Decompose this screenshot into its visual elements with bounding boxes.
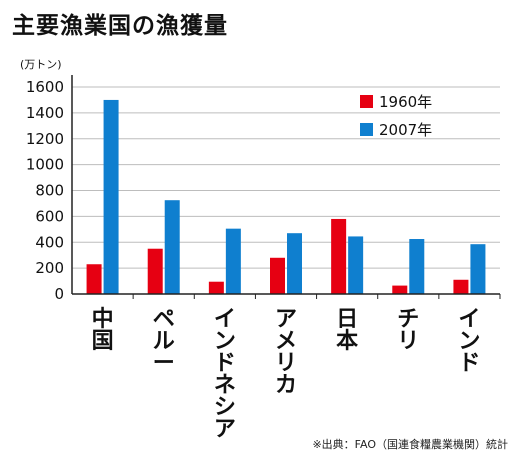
y-tick-label: 200 xyxy=(35,259,64,277)
y-tick-label: 1200 xyxy=(26,130,64,148)
bar-2007-0 xyxy=(103,99,119,294)
y-tick-label: 1000 xyxy=(26,156,64,174)
legend-swatch-0 xyxy=(360,95,373,108)
source-note: ※出典：FAO（国連食糧農業機関）統計 xyxy=(312,438,508,451)
y-tick-label: 400 xyxy=(35,233,64,251)
legend-label-0: 1960年 xyxy=(379,93,432,111)
bar-2007-4 xyxy=(348,236,364,294)
legend: 1960年 2007年 xyxy=(360,93,432,139)
page-title: 主要漁業国の漁獲量 xyxy=(12,13,228,39)
y-tick-label: 800 xyxy=(35,182,64,200)
y-tick-label: 1600 xyxy=(26,78,64,96)
legend-label-1: 2007年 xyxy=(379,121,432,139)
bar-2007-1 xyxy=(164,200,180,294)
bar-1960-6 xyxy=(453,279,469,294)
y-tick-label: 0 xyxy=(54,285,64,303)
y-axis-unit: (万トン) xyxy=(20,58,62,71)
axis-layer: (万トン) 0 200 400 600 800 1000 1200 1400 1600 xyxy=(20,58,501,303)
bar-2007-2 xyxy=(225,228,241,294)
bar-1960-2 xyxy=(208,281,224,294)
category-label: 中国 xyxy=(92,307,114,354)
category-label: ペルー xyxy=(153,307,175,376)
category-label: インド xyxy=(458,307,480,376)
category-label: アメリカ xyxy=(275,307,297,398)
grid-layer xyxy=(72,86,500,269)
y-tick-label: 1400 xyxy=(26,104,64,122)
bar-layer xyxy=(86,99,486,294)
bar-2007-6 xyxy=(470,244,486,294)
bar-2007-3 xyxy=(287,233,302,294)
bar-1960-4 xyxy=(331,218,347,294)
bar-1960-3 xyxy=(270,257,285,294)
y-tick-label: 600 xyxy=(35,207,64,225)
category-label: チリ xyxy=(397,307,419,354)
bar-1960-1 xyxy=(147,248,163,294)
category-label: 日本 xyxy=(336,307,358,354)
bar-1960-0 xyxy=(86,264,102,294)
bar-2007-5 xyxy=(409,239,425,294)
bar-1960-5 xyxy=(392,285,408,294)
category-label: インドネシア xyxy=(214,307,236,442)
legend-swatch-1 xyxy=(360,123,373,136)
